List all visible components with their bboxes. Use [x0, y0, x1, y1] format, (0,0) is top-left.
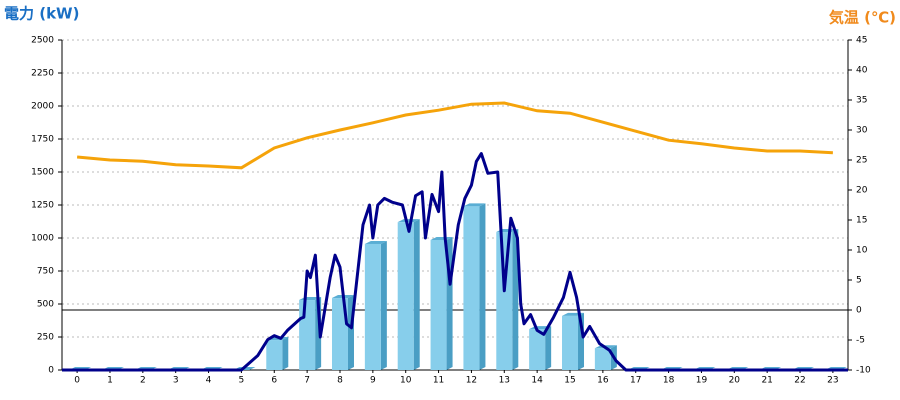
x-tick-label: 3	[173, 376, 179, 386]
bar-face	[397, 222, 414, 370]
x-tick-label: 23	[827, 376, 838, 386]
y-tick-label: 500	[37, 300, 54, 310]
bar-face	[430, 239, 447, 370]
x-tick-label: 13	[499, 376, 510, 386]
x-tick-label: 10	[400, 376, 412, 386]
x-tick-label: 21	[761, 376, 772, 386]
y-axis-title: 電力 (kW)	[4, 5, 79, 23]
y-tick-label: 1750	[31, 135, 54, 145]
x-tick-label: 0	[74, 376, 80, 386]
bar	[397, 219, 420, 370]
bar-face	[282, 337, 289, 370]
y-tick-label: 1250	[31, 201, 54, 211]
y2-tick-label: 20	[856, 186, 868, 196]
y-tick-label: 2250	[31, 69, 54, 79]
bar-face	[512, 229, 519, 370]
bar	[266, 337, 289, 370]
bar-face	[496, 232, 513, 370]
bar-face	[397, 219, 420, 223]
y-tick-label: 750	[37, 267, 54, 277]
bar-face	[594, 348, 611, 370]
y-tick-label: 1000	[31, 234, 54, 244]
y2-tick-label: 0	[856, 306, 862, 316]
y2-tick-label: -10	[856, 366, 871, 376]
bar-face	[529, 329, 546, 370]
y2-tick-label: 35	[856, 96, 867, 106]
x-tick-label: 5	[239, 376, 245, 386]
x-tick-label: 17	[630, 376, 641, 386]
y2-tick-label: 45	[856, 36, 867, 46]
x-tick-label: 2	[140, 376, 146, 386]
bar-face	[463, 203, 486, 207]
y2-tick-label: -5	[856, 336, 865, 346]
x-tick-label: 16	[597, 376, 609, 386]
x-tick-label: 15	[564, 376, 575, 386]
y2-tick-label: 10	[856, 246, 868, 256]
x-tick-label: 9	[370, 376, 376, 386]
y-tick-label: 0	[48, 366, 54, 376]
y-tick-label: 2000	[31, 102, 54, 112]
bar	[496, 229, 519, 370]
bar-face	[413, 219, 420, 370]
bar-face	[545, 326, 552, 370]
bar	[364, 240, 387, 370]
y2-axis-title: 気温 (℃)	[829, 9, 896, 27]
x-tick-label: 8	[337, 376, 343, 386]
power-line	[62, 152, 848, 372]
x-tick-label: 22	[794, 376, 805, 386]
y-tick-label: 2500	[31, 36, 54, 46]
bar-face	[463, 206, 480, 370]
x-tick-label: 18	[663, 376, 675, 386]
bar-face	[364, 240, 387, 244]
bar-face	[479, 203, 486, 370]
bar-face	[266, 340, 283, 370]
y2-tick-label: 40	[856, 66, 868, 76]
bar-face	[380, 240, 387, 370]
x-tick-label: 19	[696, 376, 708, 386]
bar	[463, 203, 486, 370]
bar	[331, 295, 354, 370]
y2-tick-label: 25	[856, 156, 867, 166]
x-tick-label: 20	[729, 376, 741, 386]
x-tick-label: 7	[304, 376, 310, 386]
bar-face	[430, 236, 453, 240]
bar-face	[331, 298, 348, 370]
y-tick-label: 250	[37, 333, 54, 343]
x-tick-label: 6	[271, 376, 277, 386]
x-tick-label: 12	[466, 376, 477, 386]
x-tick-label: 11	[433, 376, 444, 386]
x-tick-label: 1	[107, 376, 113, 386]
temperature-line	[76, 101, 833, 170]
y2-tick-label: 5	[856, 276, 862, 286]
bar-face	[562, 315, 579, 370]
x-tick-label: 14	[531, 376, 543, 386]
y2-tick-label: 30	[856, 126, 868, 136]
y2-tick-label: 15	[856, 216, 867, 226]
bar-face	[299, 300, 316, 370]
bar	[430, 236, 453, 370]
y-tick-label: 1500	[31, 168, 54, 178]
bar-face	[364, 243, 381, 370]
x-tick-label: 4	[206, 376, 212, 386]
